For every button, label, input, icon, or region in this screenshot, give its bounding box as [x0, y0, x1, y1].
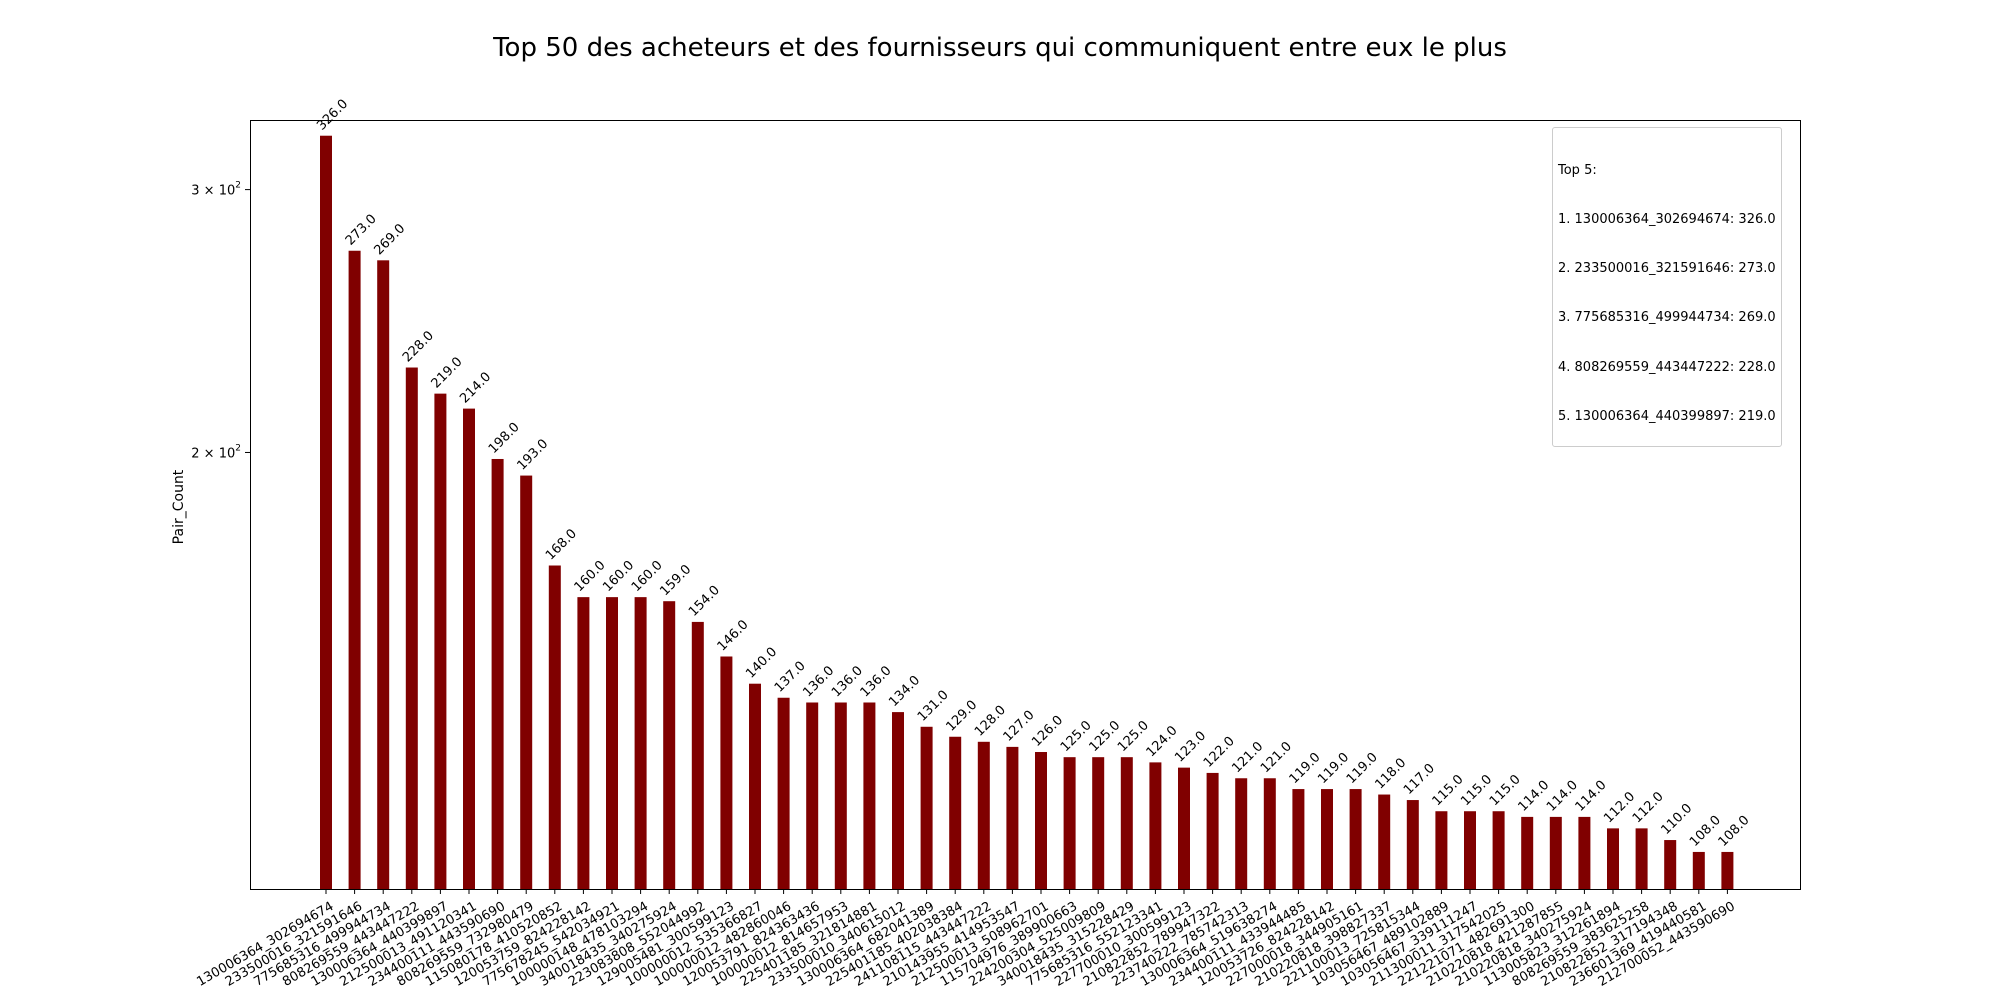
bar: [1664, 840, 1677, 889]
bar-value-label: 125.0: [1086, 718, 1123, 755]
bar: [1635, 828, 1648, 889]
bar: [377, 260, 390, 889]
bar: [806, 702, 819, 889]
bar: [892, 712, 904, 889]
bar-value-label: 119.0: [1315, 750, 1352, 787]
bar-value-label: 112.0: [1601, 789, 1638, 826]
bar: [1378, 794, 1391, 889]
bar: [1492, 811, 1505, 889]
legend-line-3: 3. 775685316_499944734: 269.0: [1558, 310, 1776, 326]
bar: [1292, 789, 1305, 889]
bar: [577, 597, 590, 889]
legend-box: Top 5: 1. 130006364_302694674: 326.0 2. …: [1552, 127, 1782, 447]
bar: [1435, 811, 1448, 889]
bars-layer: [320, 135, 1734, 890]
bar: [520, 475, 533, 889]
bar-value-label: 168.0: [543, 526, 580, 563]
bar-value-label: 219.0: [429, 355, 466, 392]
bar-value-label: 160.0: [572, 558, 609, 595]
bar-value-label: 154.0: [686, 583, 723, 620]
bar: [1321, 789, 1333, 889]
bar: [691, 621, 704, 889]
bar-value-label: 115.0: [1458, 772, 1495, 809]
bar: [1149, 762, 1162, 889]
bar: [663, 601, 676, 889]
bar-value-label: 115.0: [1430, 772, 1467, 809]
bar: [491, 458, 504, 889]
bar: [1006, 746, 1019, 889]
bar: [548, 565, 561, 889]
bar: [1235, 778, 1248, 889]
y-axis-label: Pair_Count: [171, 469, 187, 544]
legend-line-5: 5. 130006364_440399897: 219.0: [1558, 408, 1776, 424]
bar-value-label: 193.0: [514, 436, 551, 473]
bar: [1092, 757, 1105, 889]
bar-value-label: 131.0: [915, 688, 952, 725]
bar: [749, 683, 761, 889]
bar: [1607, 828, 1619, 889]
bar: [834, 702, 847, 889]
bar-value-label: 110.0: [1658, 801, 1695, 838]
bar: [348, 250, 361, 890]
legend-line-title: Top 5:: [1558, 162, 1597, 178]
bar: [1263, 778, 1276, 889]
bar-value-label: 119.0: [1287, 750, 1324, 787]
bar: [1721, 851, 1734, 889]
bar-value-label: 160.0: [600, 558, 637, 595]
chart-title: Top 50 des acheteurs et des fournisseurs…: [492, 33, 1507, 63]
legend-line-4: 4. 808269559_443447222: 228.0: [1558, 359, 1776, 375]
bar-value-label: 269.0: [371, 221, 408, 258]
legend-line-1: 1. 130006364_302694674: 326.0: [1558, 212, 1776, 228]
bar-value-label: 146.0: [715, 617, 752, 654]
bar: [920, 726, 933, 889]
bar-value-label: 273.0: [343, 212, 380, 249]
bar-value-label: 114.0: [1573, 778, 1610, 815]
bar-value-label: 112.0: [1630, 789, 1667, 826]
y-ticks-layer: 2 × 102 3 × 102: [191, 181, 250, 461]
bar: [1206, 772, 1219, 889]
plot-frame: [250, 120, 1801, 890]
bar: [1035, 752, 1047, 889]
y-tick-label: 3 × 102: [191, 181, 241, 199]
bar: [1521, 816, 1534, 889]
bar: [463, 408, 475, 889]
bar: [949, 736, 962, 889]
bar: [977, 741, 990, 889]
bar-value-label: 134.0: [886, 673, 923, 710]
bar-value-label: 140.0: [743, 645, 780, 682]
bar-value-label: 198.0: [486, 420, 523, 457]
bar-value-label: 136.0: [858, 663, 895, 700]
bar: [606, 597, 618, 889]
legend-line-2: 2. 233500016_321591646: 273.0: [1558, 261, 1776, 277]
bar: [1549, 816, 1562, 889]
bar: [1406, 800, 1419, 889]
bar-value-label: 108.0: [1716, 813, 1753, 850]
bar: [434, 393, 447, 889]
bar: [1178, 767, 1190, 889]
bar: [405, 367, 418, 889]
bar: [1349, 789, 1362, 889]
bar: [1464, 811, 1476, 889]
bar: [634, 597, 647, 889]
bar-value-label: 228.0: [400, 328, 437, 365]
bar-value-label: 108.0: [1687, 813, 1724, 850]
bar: [1692, 851, 1705, 889]
bar: [720, 656, 733, 889]
bar: [1578, 816, 1591, 889]
bar-value-label: 214.0: [457, 370, 494, 407]
bar-value-label: 326.0: [314, 97, 351, 134]
bar: [1063, 757, 1076, 889]
bar-value-label: 136.0: [829, 663, 866, 700]
y-tick-label: 2 × 102: [191, 443, 241, 461]
bar-value-label: 121.0: [1258, 739, 1295, 776]
bar: [1120, 757, 1133, 889]
bar: [777, 697, 790, 889]
bar-value-label: 114.0: [1544, 778, 1581, 815]
x-ticks-layer: 130006364_302694674233500016_32159164677…: [194, 889, 1738, 990]
bar: [863, 702, 876, 889]
bar: [320, 135, 332, 889]
